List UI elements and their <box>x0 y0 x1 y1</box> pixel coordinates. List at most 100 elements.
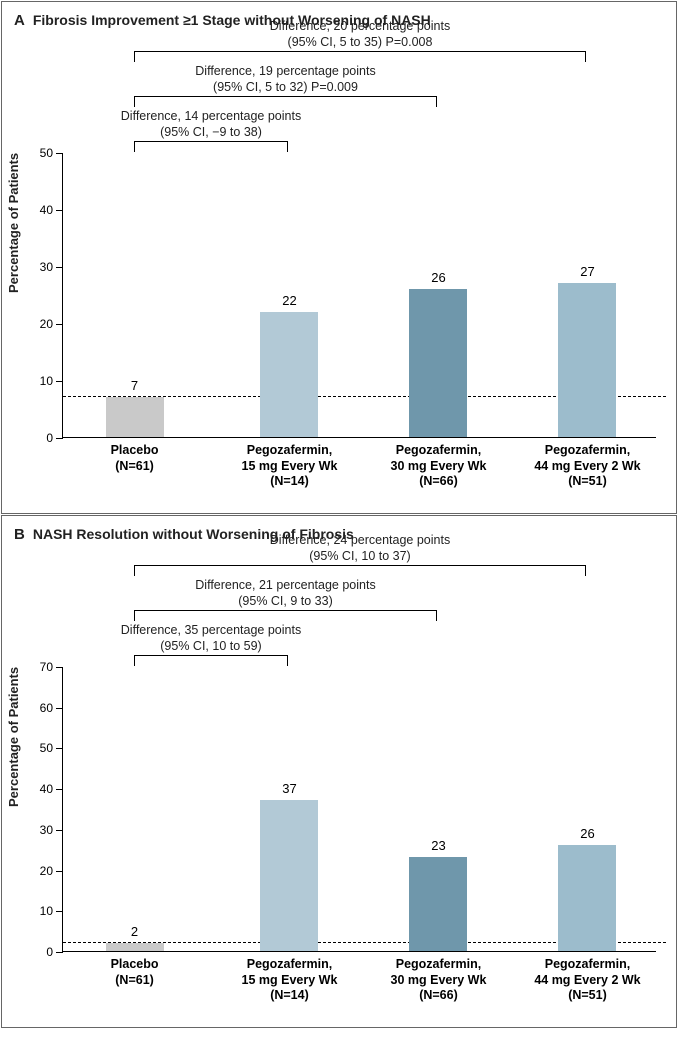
y-tick-label: 20 <box>40 317 53 331</box>
bracket-line <box>134 51 587 52</box>
x-cat-line: 44 mg Every 2 Wk <box>512 459 662 475</box>
y-tick-label: 0 <box>46 431 53 445</box>
y-tick <box>56 789 63 790</box>
bar-value-label: 37 <box>260 781 318 796</box>
x-cat-line: (N=66) <box>363 988 513 1004</box>
bracket-leg <box>134 97 135 107</box>
bracket-text-line: (95% CI, 10 to 37) <box>190 549 530 565</box>
bar: 2 <box>106 943 164 951</box>
bracket-text-line: Difference, 35 percentage points <box>41 623 381 639</box>
y-tick <box>56 871 63 872</box>
y-tick-label: 70 <box>40 660 53 674</box>
bracket-annotation: Difference, 35 percentage points(95% CI,… <box>41 623 381 654</box>
x-cat-line: (N=51) <box>512 988 662 1004</box>
y-tick-label: 20 <box>40 864 53 878</box>
bar-value-label: 7 <box>106 378 164 393</box>
bar-value-label: 26 <box>409 270 467 285</box>
y-tick <box>56 438 63 439</box>
bracket-leg <box>134 611 135 621</box>
x-cat-line: 44 mg Every 2 Wk <box>512 973 662 989</box>
x-category-label: Placebo(N=61) <box>60 957 210 988</box>
x-category-label: Pegozafermin,15 mg Every Wk(N=14) <box>214 957 364 1004</box>
chart-panel-a: AFibrosis Improvement ≥1 Stage without W… <box>1 1 677 514</box>
y-tick-label: 30 <box>40 823 53 837</box>
x-category-label: Placebo(N=61) <box>60 443 210 474</box>
y-tick-label: 50 <box>40 741 53 755</box>
bracket-leg <box>585 566 586 576</box>
y-tick <box>56 748 63 749</box>
panel-letter: A <box>14 12 25 29</box>
bracket-text-line: (95% CI, 5 to 32) P=0.009 <box>116 80 456 96</box>
bar-value-label: 23 <box>409 838 467 853</box>
x-cat-line: 15 mg Every Wk <box>214 459 364 475</box>
bracket-leg <box>134 142 135 152</box>
bar-value-label: 27 <box>558 264 616 279</box>
y-tick <box>56 267 63 268</box>
bracket-leg <box>287 142 288 152</box>
x-cat-line: Pegozafermin, <box>363 957 513 973</box>
bracket-line <box>134 610 438 611</box>
chart-area: Percentage of Patients010203040507Placeb… <box>12 33 666 503</box>
x-cat-line: (N=61) <box>60 973 210 989</box>
y-tick-label: 40 <box>40 203 53 217</box>
bracket-text-line: Difference, 14 percentage points <box>41 109 381 125</box>
bar: 27 <box>558 283 616 437</box>
y-axis-label: Percentage of Patients <box>6 153 21 293</box>
x-cat-line: (N=14) <box>214 474 364 490</box>
x-cat-line: 15 mg Every Wk <box>214 973 364 989</box>
x-cat-line: Placebo <box>60 957 210 973</box>
bracket-line <box>134 141 289 142</box>
bracket-leg <box>134 566 135 576</box>
bracket-annotation: Difference, 24 percentage points(95% CI,… <box>190 533 530 564</box>
bracket-annotation: Difference, 20 percentage points(95% CI,… <box>190 19 530 50</box>
bar: 26 <box>409 289 467 437</box>
y-axis-label: Percentage of Patients <box>6 667 21 807</box>
bar-value-label: 2 <box>106 924 164 939</box>
bracket-annotation: Difference, 19 percentage points(95% CI,… <box>116 64 456 95</box>
bar-value-label: 26 <box>558 826 616 841</box>
x-category-label: Pegozafermin,30 mg Every Wk(N=66) <box>363 443 513 490</box>
x-cat-line: Pegozafermin, <box>512 443 662 459</box>
bracket-leg <box>134 52 135 62</box>
x-category-label: Pegozafermin,44 mg Every 2 Wk(N=51) <box>512 443 662 490</box>
bracket-text-line: (95% CI, 5 to 35) P=0.008 <box>190 35 530 51</box>
y-tick-label: 10 <box>40 374 53 388</box>
chart-area: Percentage of Patients0102030405060702Pl… <box>12 547 666 1017</box>
x-cat-line: (N=14) <box>214 988 364 1004</box>
bracket-text-line: Difference, 21 percentage points <box>116 578 456 594</box>
bar-value-label: 22 <box>260 293 318 308</box>
panel-letter: B <box>14 526 25 543</box>
bracket-text-line: (95% CI, −9 to 38) <box>41 125 381 141</box>
y-tick <box>56 324 63 325</box>
y-tick <box>56 952 63 953</box>
bracket-leg <box>436 97 437 107</box>
x-cat-line: Pegozafermin, <box>512 957 662 973</box>
bracket-leg <box>436 611 437 621</box>
plot-region: 010203040507Placebo(N=61)22Pegozafermin,… <box>62 153 656 438</box>
y-tick-label: 40 <box>40 782 53 796</box>
x-cat-line: (N=61) <box>60 459 210 475</box>
x-cat-line: Pegozafermin, <box>363 443 513 459</box>
y-tick <box>56 708 63 709</box>
bracket-leg <box>134 656 135 666</box>
bracket-line <box>134 96 438 97</box>
x-cat-line: 30 mg Every Wk <box>363 973 513 989</box>
x-cat-line: Placebo <box>60 443 210 459</box>
x-category-label: Pegozafermin,15 mg Every Wk(N=14) <box>214 443 364 490</box>
bracket-text-line: (95% CI, 10 to 59) <box>41 639 381 655</box>
chart-panel-b: BNASH Resolution without Worsening of Fi… <box>1 515 677 1028</box>
bracket-text-line: Difference, 20 percentage points <box>190 19 530 35</box>
y-tick <box>56 667 63 668</box>
x-cat-line: Pegozafermin, <box>214 957 364 973</box>
x-cat-line: (N=66) <box>363 474 513 490</box>
x-cat-line: (N=51) <box>512 474 662 490</box>
bar: 22 <box>260 312 318 437</box>
y-tick-label: 10 <box>40 904 53 918</box>
x-category-label: Pegozafermin,44 mg Every 2 Wk(N=51) <box>512 957 662 1004</box>
bracket-leg <box>287 656 288 666</box>
y-tick <box>56 381 63 382</box>
plot-region: 0102030405060702Placebo(N=61)37Pegozafer… <box>62 667 656 952</box>
y-tick <box>56 153 63 154</box>
bar: 37 <box>260 800 318 951</box>
bracket-annotation: Difference, 21 percentage points(95% CI,… <box>116 578 456 609</box>
